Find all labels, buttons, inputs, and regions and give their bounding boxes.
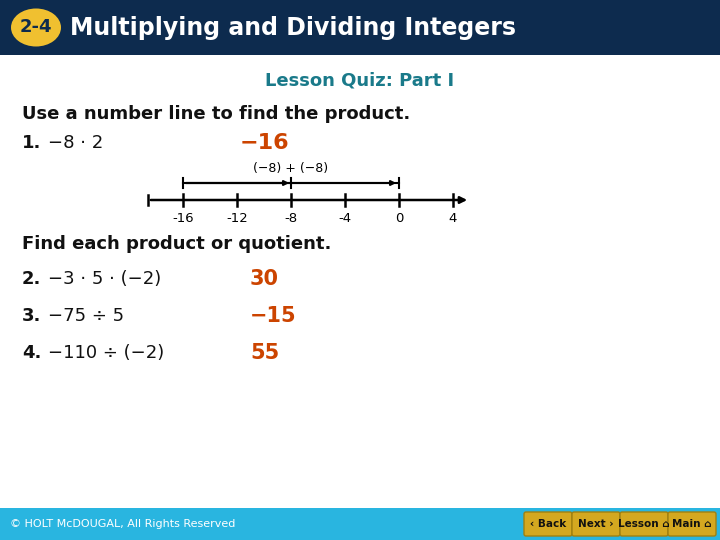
Text: Next ›: Next ›: [578, 519, 613, 529]
FancyBboxPatch shape: [572, 512, 620, 536]
Text: Lesson ⌂: Lesson ⌂: [618, 519, 670, 529]
Text: Use a number line to find the product.: Use a number line to find the product.: [22, 105, 410, 123]
Ellipse shape: [11, 9, 61, 46]
Text: −75 ÷ 5: −75 ÷ 5: [48, 307, 124, 325]
Text: Main ⌂: Main ⌂: [672, 519, 712, 529]
Text: −15: −15: [250, 306, 297, 326]
Text: ‹ Back: ‹ Back: [530, 519, 566, 529]
Text: 4.: 4.: [22, 344, 41, 362]
Text: -8: -8: [284, 212, 297, 225]
Text: 4: 4: [449, 212, 457, 225]
FancyBboxPatch shape: [524, 512, 572, 536]
Text: −8 · 2: −8 · 2: [48, 134, 103, 152]
Text: © HOLT McDOUGAL, All Rights Reserved: © HOLT McDOUGAL, All Rights Reserved: [10, 519, 235, 529]
Text: 2.: 2.: [22, 270, 41, 288]
Text: -4: -4: [338, 212, 351, 225]
Text: Find each product or quotient.: Find each product or quotient.: [22, 235, 331, 253]
Text: -12: -12: [226, 212, 248, 225]
Text: 3.: 3.: [22, 307, 41, 325]
Text: 2-4: 2-4: [19, 18, 53, 37]
Text: −110 ÷ (−2): −110 ÷ (−2): [48, 344, 164, 362]
FancyBboxPatch shape: [668, 512, 716, 536]
Text: -16: -16: [172, 212, 194, 225]
Text: 30: 30: [250, 269, 279, 289]
FancyBboxPatch shape: [620, 512, 668, 536]
Text: 0: 0: [395, 212, 403, 225]
Text: −16: −16: [240, 133, 289, 153]
Text: 55: 55: [250, 343, 279, 363]
FancyBboxPatch shape: [0, 508, 720, 540]
FancyBboxPatch shape: [0, 0, 720, 55]
Text: Multiplying and Dividing Integers: Multiplying and Dividing Integers: [70, 16, 516, 39]
Text: (−8) + (−8): (−8) + (−8): [253, 162, 328, 175]
Text: Lesson Quiz: Part I: Lesson Quiz: Part I: [266, 71, 454, 89]
Text: 1.: 1.: [22, 134, 41, 152]
Text: −3 · 5 · (−2): −3 · 5 · (−2): [48, 270, 161, 288]
